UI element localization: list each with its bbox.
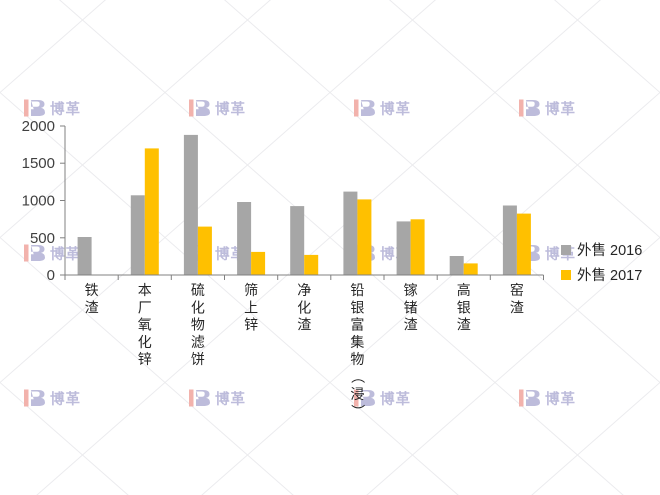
svg-text:）: ） xyxy=(349,404,365,418)
svg-text:外售 2016: 外售 2016 xyxy=(577,242,642,259)
svg-text:厂: 厂 xyxy=(138,299,152,315)
svg-text:1500: 1500 xyxy=(22,155,55,172)
svg-text:物: 物 xyxy=(350,351,364,367)
svg-text:镓: 镓 xyxy=(404,282,418,298)
svg-text:窑: 窑 xyxy=(510,282,524,298)
svg-text:0: 0 xyxy=(47,267,55,284)
svg-text:化: 化 xyxy=(297,299,311,315)
svg-text:渣: 渣 xyxy=(297,317,311,333)
svg-text:本: 本 xyxy=(138,282,152,298)
svg-text:上: 上 xyxy=(244,299,258,315)
svg-text:渣: 渣 xyxy=(404,317,418,333)
svg-text:富: 富 xyxy=(350,317,364,333)
svg-text:饼: 饼 xyxy=(191,351,205,367)
svg-text:化: 化 xyxy=(138,334,152,350)
svg-text:筛: 筛 xyxy=(244,282,258,298)
svg-text:锗: 锗 xyxy=(404,299,418,315)
svg-text:2000: 2000 xyxy=(22,118,55,135)
svg-text:净: 净 xyxy=(297,282,311,298)
svg-text:500: 500 xyxy=(30,230,55,247)
svg-text:渣: 渣 xyxy=(85,299,99,315)
svg-text:集: 集 xyxy=(350,334,364,350)
svg-text:氧: 氧 xyxy=(138,317,152,333)
svg-text:滤: 滤 xyxy=(191,334,205,350)
svg-text:铅: 铅 xyxy=(350,282,364,298)
svg-text:化: 化 xyxy=(191,299,205,315)
svg-text:铁: 铁 xyxy=(85,282,99,298)
svg-text:渣: 渣 xyxy=(510,299,524,315)
svg-text:银: 银 xyxy=(457,299,471,315)
svg-text:外售 2017: 外售 2017 xyxy=(577,267,642,284)
svg-text:银: 银 xyxy=(350,299,364,315)
svg-text:硫: 硫 xyxy=(191,282,205,298)
svg-text:渣: 渣 xyxy=(457,317,471,333)
svg-text:锌: 锌 xyxy=(138,351,152,367)
svg-text:高: 高 xyxy=(457,282,471,298)
svg-text:物: 物 xyxy=(191,317,205,333)
svg-text:浸: 浸 xyxy=(350,386,364,402)
svg-text:（: （ xyxy=(349,370,365,384)
svg-text:锌: 锌 xyxy=(244,317,258,333)
svg-text:1000: 1000 xyxy=(22,193,55,210)
